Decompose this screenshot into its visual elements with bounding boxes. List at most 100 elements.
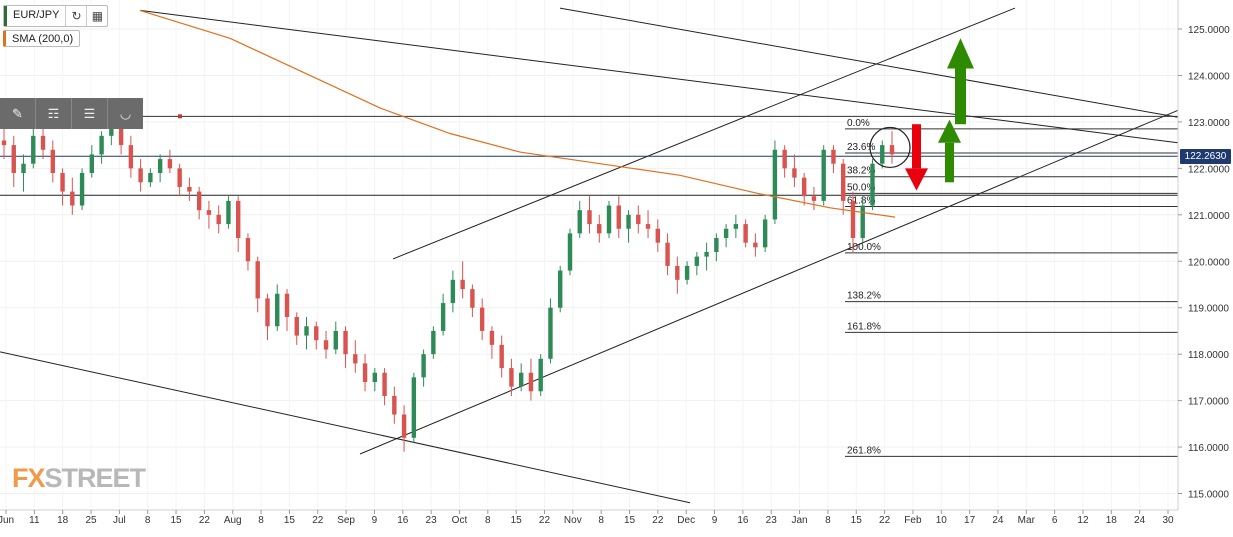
candle-body <box>577 210 582 234</box>
candle-body <box>860 205 865 239</box>
candle-body <box>89 154 95 173</box>
x-tick-label: Feb <box>904 515 922 526</box>
x-tick-label: 11 <box>29 515 40 526</box>
candle-body <box>60 172 65 192</box>
time-axis: Jun 11 18 25 Jul 8 15 22 Aug 8 15 22 Sep 9 16 23 Oct 8 15 2… <box>0 509 1178 526</box>
indicator-label[interactable]: SMA (200,0) <box>3 30 81 47</box>
x-tick-label: 8 <box>825 515 831 526</box>
x-tick-label: Jul <box>113 515 126 526</box>
x-tick-label: 22 <box>879 515 891 526</box>
candle-body <box>811 196 817 201</box>
x-tick-label: 8 <box>145 515 151 526</box>
x-tick-label: 22 <box>199 515 211 526</box>
candle-body <box>841 163 846 201</box>
candle-body <box>401 414 407 438</box>
y-tick-label: 117.0000 <box>1188 397 1229 408</box>
candle-body <box>850 200 856 239</box>
fib-label: 138.2% <box>847 291 881 302</box>
x-tick-label: Jun <box>0 515 14 526</box>
candle-body <box>196 191 202 211</box>
candle-body <box>460 279 465 290</box>
calendar-icon[interactable]: ▦ <box>86 6 107 26</box>
candle-body <box>587 210 592 225</box>
y-tick-label: 121.0000 <box>1188 211 1230 222</box>
candle-body <box>645 224 651 229</box>
x-tick-label: 24 <box>992 515 1004 526</box>
candle-body <box>353 354 358 364</box>
sma-path <box>139 9 896 218</box>
x-tick-label: Nov <box>564 515 582 526</box>
refresh-icon[interactable]: ↻ <box>65 6 86 26</box>
y-tick-label: 123.0000 <box>1188 118 1230 129</box>
arrow-up-small-head <box>938 119 961 143</box>
candle-body <box>187 186 192 192</box>
x-tick-label: 30 <box>1162 515 1174 526</box>
x-tick-label: 16 <box>737 515 749 526</box>
x-tick-label: Dec <box>677 515 695 526</box>
fibonacci-levels: 0.0% 23.6% 38.2% 50.0% 61.8% 100.0% 138.2% 161.… <box>845 118 1178 457</box>
y-tick-label: 124.0000 <box>1188 71 1230 82</box>
candle-body <box>109 126 114 136</box>
candle-body <box>255 261 260 299</box>
fib-label: 50.0% <box>847 182 875 193</box>
candlestick-series <box>1 112 895 452</box>
x-tick-label: 8 <box>485 515 491 526</box>
candle-body <box>597 224 602 234</box>
candle-body <box>509 368 514 387</box>
candle-body <box>714 238 719 252</box>
candle-body <box>792 168 797 178</box>
bars-icon[interactable]: ☶ <box>36 98 72 129</box>
x-tick-label: 15 <box>511 515 523 526</box>
x-tick-label: Mar <box>1018 515 1036 526</box>
candle-body <box>870 163 875 206</box>
arrow-up-small-shaft <box>945 142 954 183</box>
x-tick-label: 25 <box>85 515 97 526</box>
arrow-down-head <box>905 168 928 191</box>
candle-body <box>343 330 348 355</box>
pencil-icon[interactable]: ✎ <box>0 98 36 129</box>
candle-body <box>411 377 417 438</box>
y-tick-label: 119.0000 <box>1188 304 1229 315</box>
x-tick-label: Jan <box>791 515 807 526</box>
x-tick-label: 15 <box>851 515 863 526</box>
candle-body <box>636 214 641 225</box>
y-tick-label: 115.0000 <box>1188 490 1229 501</box>
candle-body <box>177 168 182 187</box>
candle-body <box>440 303 446 331</box>
candle-body <box>392 395 397 415</box>
x-tick-label: 24 <box>1134 515 1146 526</box>
candle-body <box>118 126 124 146</box>
candle-body <box>21 163 26 173</box>
candle-body <box>694 256 700 266</box>
candle-body <box>382 372 387 396</box>
symbol-selector[interactable]: EUR/JPY ↻ ▦ <box>3 5 109 27</box>
fib-label: 100.0% <box>847 242 881 253</box>
list-icon[interactable]: ☰ <box>72 98 108 129</box>
trendline <box>392 7 1016 260</box>
candle-body <box>782 149 787 169</box>
candle-body <box>421 354 426 378</box>
candle-body <box>31 135 36 164</box>
candle-body <box>167 159 173 169</box>
candle-body <box>723 228 729 239</box>
x-tick-label: 8 <box>598 515 604 526</box>
x-tick-label: 9 <box>372 515 378 526</box>
arc-icon[interactable]: ◡ <box>119 105 132 121</box>
x-tick-label: 6 <box>1052 515 1058 526</box>
candle-body <box>314 326 319 341</box>
fib-label: 23.6% <box>847 142 875 153</box>
arrow-down-shaft <box>912 124 921 169</box>
candle-body <box>489 330 495 345</box>
x-tick-label: 22 <box>312 515 324 526</box>
candle-body <box>567 233 573 271</box>
fib-label: 0.0% <box>847 118 870 129</box>
annotations <box>869 38 974 191</box>
candle-body <box>1 140 7 146</box>
candle-body <box>753 242 758 248</box>
candle-body <box>138 168 143 183</box>
candle-body <box>675 265 680 280</box>
level-anchor <box>178 114 182 119</box>
candle-body <box>372 372 378 383</box>
candle-body <box>606 205 612 234</box>
